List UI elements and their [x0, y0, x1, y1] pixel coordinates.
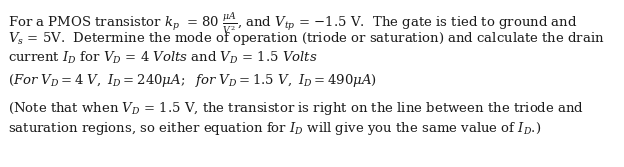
Text: For a PMOS transistor $k_p\;$ = 80 $\frac{\mu A}{V^2}$, and $V_{tp}$ = −1.5 V.  : For a PMOS transistor $k_p\;$ = 80 $\fra… — [8, 10, 577, 36]
Text: $V_s$ = 5V.  Determine the mode of operation (triode or saturation) and calculat: $V_s$ = 5V. Determine the mode of operat… — [8, 30, 605, 47]
Text: $(For\ V_D = 4\ V,\ I_D = 240\mu A;\ \ for\ V_D = 1.5\ V,\ I_D = 490\mu A)$: $(For\ V_D = 4\ V,\ I_D = 240\mu A;\ \ f… — [8, 72, 377, 89]
Text: (Note that when $V_D$ = 1.5 V, the transistor is right on the line between the t: (Note that when $V_D$ = 1.5 V, the trans… — [8, 100, 584, 117]
Text: current $I_D$ for $V_D$ = 4 $\mathit{Volts}$ and $V_D$ = 1.5 $\mathit{Volts}$: current $I_D$ for $V_D$ = 4 $\mathit{Vol… — [8, 50, 318, 66]
Text: saturation regions, so either equation for $I_D$ will give you the same value of: saturation regions, so either equation f… — [8, 120, 542, 137]
